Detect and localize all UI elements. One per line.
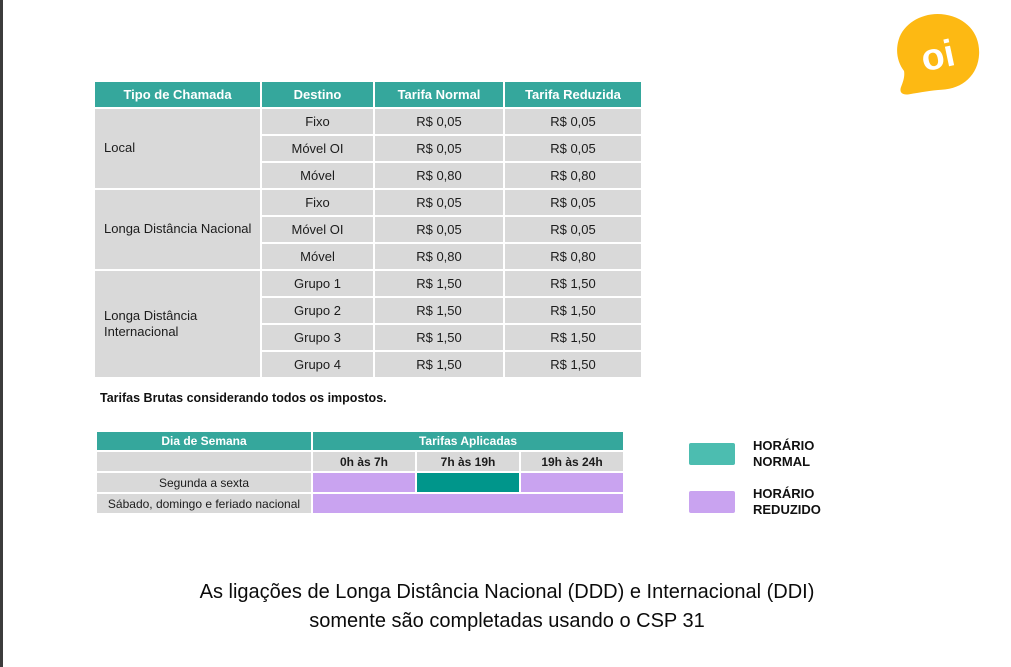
cell-destino: Fixo [260,188,375,217]
cell-destino: Grupo 2 [260,296,375,325]
slot-reduced [519,471,625,494]
table-row: Móvel R$ 0,80 R$ 0,80 [94,242,643,271]
footer-note: As ligações de Longa Distância Nacional … [3,578,1011,636]
schedule-table: Dia de Semana Tarifas Aplicadas 0h às 7h… [95,430,625,515]
cell-tarifa-normal: R$ 0,80 [373,161,505,190]
tariff-header-row: Tipo de Chamada Destino Tarifa Normal Ta… [93,80,643,109]
oi-logo: oi [893,12,983,96]
col-header-tarifas-aplicadas: Tarifas Aplicadas [311,430,625,452]
cell-tarifa-reduzida: R$ 0,05 [503,107,643,136]
table-row: Local Fixo R$ 0,05 R$ 0,05 [93,107,643,190]
table-row: Grupo 3 R$ 1,50 R$ 1,50 [94,323,643,352]
cell-tarifa-reduzida: R$ 0,05 [503,134,643,163]
table-row: Móvel R$ 0,80 R$ 0,80 [94,161,643,190]
footer-note-line2: somente são completadas usando o CSP 31 [309,610,705,632]
col-header-dia-de-semana: Dia de Semana [95,430,313,452]
cell-tarifa-reduzida: R$ 0,05 [503,188,643,217]
footer-note-line1: As ligações de Longa Distância Nacional … [199,581,815,603]
cell-destino: Móvel [260,242,375,271]
schedule-row-weekdays: Segunda a sexta [95,471,625,494]
table-row: Longa Distância Nacional Fixo R$ 0,05 R$… [93,188,643,271]
col-header-tarifa-normal: Tarifa Normal [373,80,505,109]
cell-destino: Grupo 1 [260,269,375,298]
cell-tarifa-normal: R$ 0,05 [373,215,505,244]
cell-tarifa-normal: R$ 1,50 [373,350,505,379]
time-slot-7h-19h: 7h às 19h [415,450,521,473]
time-slot-0h-7h: 0h às 7h [311,450,417,473]
normal-color-swatch [689,442,735,465]
cell-tarifa-reduzida: R$ 1,50 [503,350,643,379]
cell-destino: Móvel [260,161,375,190]
cell-tarifa-normal: R$ 1,50 [373,323,505,352]
cell-tarifa-reduzida: R$ 0,05 [503,215,643,244]
cell-tarifa-reduzida: R$ 0,80 [503,242,643,271]
legend-label-normal: HORÁRIO NORMAL [753,438,815,469]
row-label-segunda-a-sexta: Segunda a sexta [95,471,313,494]
schedule-times-row: 0h às 7h 7h às 19h 19h às 24h [95,450,625,473]
cell-destino: Móvel OI [260,215,375,244]
legend-label-reduzido: HORÁRIO REDUZIDO [753,486,821,517]
cell-destino: Grupo 3 [260,323,375,352]
table-row: Grupo 2 R$ 1,50 R$ 1,50 [94,296,643,325]
cell-destino: Grupo 4 [260,350,375,379]
oi-logo-blob [897,13,980,95]
cell-tarifa-normal: R$ 1,50 [373,269,505,298]
cell-tarifa-normal: R$ 0,05 [373,188,505,217]
reduced-color-swatch [689,490,735,513]
cell-destino: Fixo [260,107,375,136]
cell-destino: Móvel OI [260,134,375,163]
group-label-local: Local [93,107,262,190]
cell-tarifa-reduzida: R$ 1,50 [503,269,643,298]
oi-logo-graphic: oi [897,13,980,95]
slot-normal [415,471,521,494]
table-row: Longa Distância Internacional Grupo 1 R$… [93,269,643,379]
cell-tarifa-reduzida: R$ 0,80 [503,161,643,190]
blank-cell [95,450,313,473]
col-header-tarifa-reduzida: Tarifa Reduzida [503,80,643,109]
slot-reduced [311,471,417,494]
tariff-note: Tarifas Brutas considerando todos os imp… [100,391,387,405]
tariff-table: Tipo de Chamada Destino Tarifa Normal Ta… [93,80,643,379]
table-row: Móvel OI R$ 0,05 R$ 0,05 [94,134,643,163]
table-row: Móvel OI R$ 0,05 R$ 0,05 [94,215,643,244]
time-slot-19h-24h: 19h às 24h [519,450,625,473]
legend: HORÁRIO NORMAL HORÁRIO REDUZIDO [689,438,845,517]
cell-tarifa-normal: R$ 0,05 [373,134,505,163]
col-header-destino: Destino [260,80,375,109]
cell-tarifa-normal: R$ 0,80 [373,242,505,271]
schedule-header-row: Dia de Semana Tarifas Aplicadas [95,430,625,452]
group-label-ldi: Longa Distância Internacional [93,269,262,379]
cell-tarifa-reduzida: R$ 1,50 [503,323,643,352]
cell-tarifa-reduzida: R$ 1,50 [503,296,643,325]
slot-reduced [311,492,625,515]
group-label-ldn: Longa Distância Nacional [93,188,262,271]
schedule-row-weekend: Sábado, domingo e feriado nacional [95,492,625,515]
row-label-sabado-domingo-feriado: Sábado, domingo e feriado nacional [95,492,313,515]
cell-tarifa-normal: R$ 1,50 [373,296,505,325]
cell-tarifa-normal: R$ 0,05 [373,107,505,136]
legend-item-horario-normal: HORÁRIO NORMAL [689,438,845,469]
col-header-tipo-de-chamada: Tipo de Chamada [93,80,262,109]
table-row: Grupo 4 R$ 1,50 R$ 1,50 [94,350,643,379]
legend-item-horario-reduzido: HORÁRIO REDUZIDO [689,486,845,517]
